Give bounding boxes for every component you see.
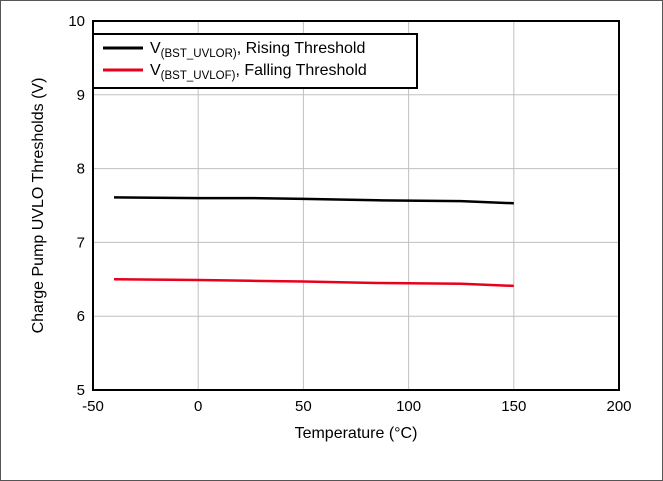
legend-rest-rising: , Rising Threshold — [237, 40, 366, 57]
plot-area-frame — [92, 20, 620, 391]
legend-box — [92, 33, 418, 89]
x-tick-label: 200 — [606, 398, 631, 415]
series-lines — [113, 196, 514, 288]
legend-entry-rising: V(BST_UVLOR), Rising Threshold — [150, 40, 365, 60]
y-tick-label: 8 — [77, 161, 85, 178]
x-axis-title: Temperature (°C) — [295, 425, 418, 442]
legend: V(BST_UVLOR), Rising Threshold V(BST_UVL… — [92, 33, 418, 89]
x-tick-label: 150 — [501, 398, 526, 415]
y-tick-label: 9 — [77, 87, 85, 104]
legend-main-falling: V — [150, 62, 161, 79]
legend-sub-falling: (BST_UVLOF) — [161, 70, 236, 82]
y-axis-title: Charge Pump UVLO Thresholds (V) — [30, 78, 47, 334]
legend-sub-rising: (BST_UVLOR) — [161, 48, 237, 60]
series-line-rising — [113, 196, 514, 205]
legend-entry-falling: V(BST_UVLOF), Falling Threshold — [150, 62, 367, 82]
x-tick-label: 100 — [396, 398, 421, 415]
y-tick-label: 10 — [68, 13, 85, 30]
y-tick-label: 5 — [77, 382, 85, 399]
tick-labels: -50 0 50 100 150 200 5 6 7 8 9 10 — [68, 13, 631, 415]
x-tick-label: 0 — [194, 398, 202, 415]
legend-main-rising: V — [150, 40, 161, 57]
series-line-falling — [113, 278, 514, 288]
x-tick-label: 50 — [295, 398, 312, 415]
y-tick-label: 7 — [77, 234, 85, 251]
x-tick-label: -50 — [82, 398, 104, 415]
legend-rest-falling: , Falling Threshold — [235, 62, 366, 79]
y-tick-label: 6 — [77, 308, 85, 325]
